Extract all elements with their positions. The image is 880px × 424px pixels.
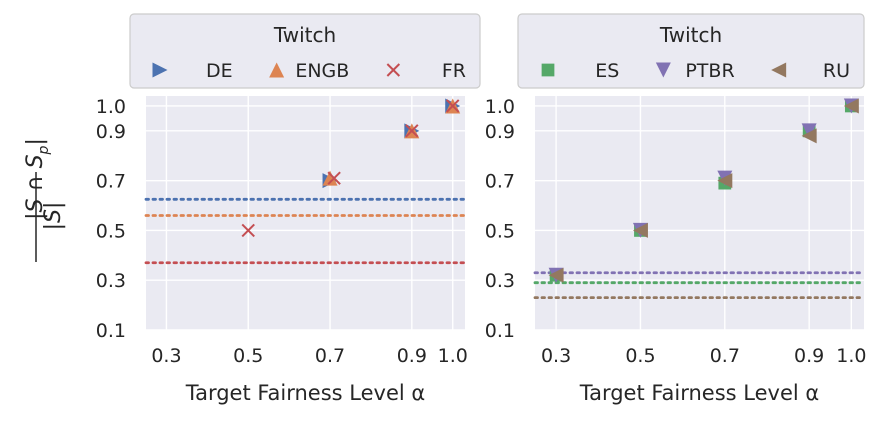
x-axis-label: Target Fairness Level α	[579, 381, 820, 405]
legend-title: Twitch	[659, 23, 722, 47]
legend-label-ru: RU	[823, 60, 850, 82]
data-point-ru	[548, 267, 564, 283]
y-label-numerator-end: |	[23, 138, 48, 145]
x-axis-label: Target Fairness Level α	[185, 381, 426, 405]
data-point-ru	[717, 173, 733, 189]
legend-label-es: ES	[595, 60, 619, 82]
y-tick-label: 1.0	[96, 96, 126, 118]
x-tick-label: 0.5	[625, 345, 655, 367]
legend-marker-es	[541, 63, 555, 77]
y-tick-label: 0.1	[96, 320, 126, 342]
series-fr	[241, 99, 460, 238]
x-tick-label: 0.7	[315, 345, 345, 367]
x-tick-label: 1.0	[438, 345, 468, 367]
data-point-fr	[327, 171, 341, 185]
marker-x-stroke	[241, 223, 255, 238]
legend-marker-de	[152, 62, 168, 78]
y-tick-label: 0.9	[485, 121, 515, 143]
data-point-fr	[446, 99, 460, 113]
marker-x-stroke	[405, 124, 419, 138]
y-tick-label: 0.7	[96, 171, 126, 193]
y-tick-label: 0.5	[485, 220, 515, 242]
y-tick-label: 0.3	[485, 270, 515, 292]
chart-panel-2: 0.3 0.5 0.7 0.9 1.0 0.1 0.3 0.5 0.7 0.9 1.0 Target …	[485, 13, 866, 405]
x-tick-label: 0.9	[397, 345, 427, 367]
data-point-fr	[405, 124, 419, 138]
data-point-ru	[801, 128, 817, 144]
x-tick-label: 0.3	[151, 345, 181, 367]
x-tick-label: 1.0	[836, 345, 866, 367]
x-tick-label: 0.3	[541, 345, 571, 367]
legend-label-fr: FR	[442, 60, 466, 82]
data-point-ru	[843, 98, 859, 114]
x-tick-label: 0.9	[794, 345, 824, 367]
x-tick-label: 0.5	[233, 345, 263, 367]
y-axis-label: |S ∩ Sp| |S|	[23, 138, 66, 262]
y-label-subscript: p	[36, 145, 52, 155]
legend: Twitch ES PTBR RU	[517, 13, 865, 89]
legend-marker-engb	[269, 62, 285, 78]
y-label-denominator: |S|	[41, 202, 66, 231]
y-tick-label: 0.1	[485, 320, 515, 342]
y-tick-label: 0.3	[96, 270, 126, 292]
legend-label-engb: ENGB	[295, 60, 349, 82]
legend-marker-fr	[386, 63, 401, 77]
chart-panel-1: 0.3 0.5 0.7 0.9 1.0 0.1 0.3 0.5 0.7 0.9 1.0 Target …	[96, 13, 481, 405]
y-tick-label: 0.9	[96, 121, 126, 143]
data-point-engb	[322, 170, 338, 186]
y-tick-label: 0.7	[485, 171, 515, 193]
y-tick-label: 1.0	[485, 96, 515, 118]
series-ru	[548, 98, 859, 283]
legend-marker-ru	[771, 62, 787, 78]
marker-x-stroke	[386, 63, 401, 77]
marker-x-stroke	[327, 171, 341, 185]
marker-x-stroke	[446, 99, 460, 113]
legend: Twitch DE ENGB FR	[129, 13, 481, 89]
data-point-ptbr	[801, 123, 817, 139]
legend-label-de: DE	[206, 60, 233, 82]
data-point-ru	[632, 222, 648, 238]
legend-label-ptbr: PTBR	[685, 60, 734, 82]
x-tick-label: 0.7	[710, 345, 740, 367]
data-point-fr	[241, 223, 255, 238]
y-tick-label: 0.5	[96, 220, 126, 242]
legend-marker-ptbr	[655, 62, 671, 78]
legend-title: Twitch	[273, 23, 336, 47]
